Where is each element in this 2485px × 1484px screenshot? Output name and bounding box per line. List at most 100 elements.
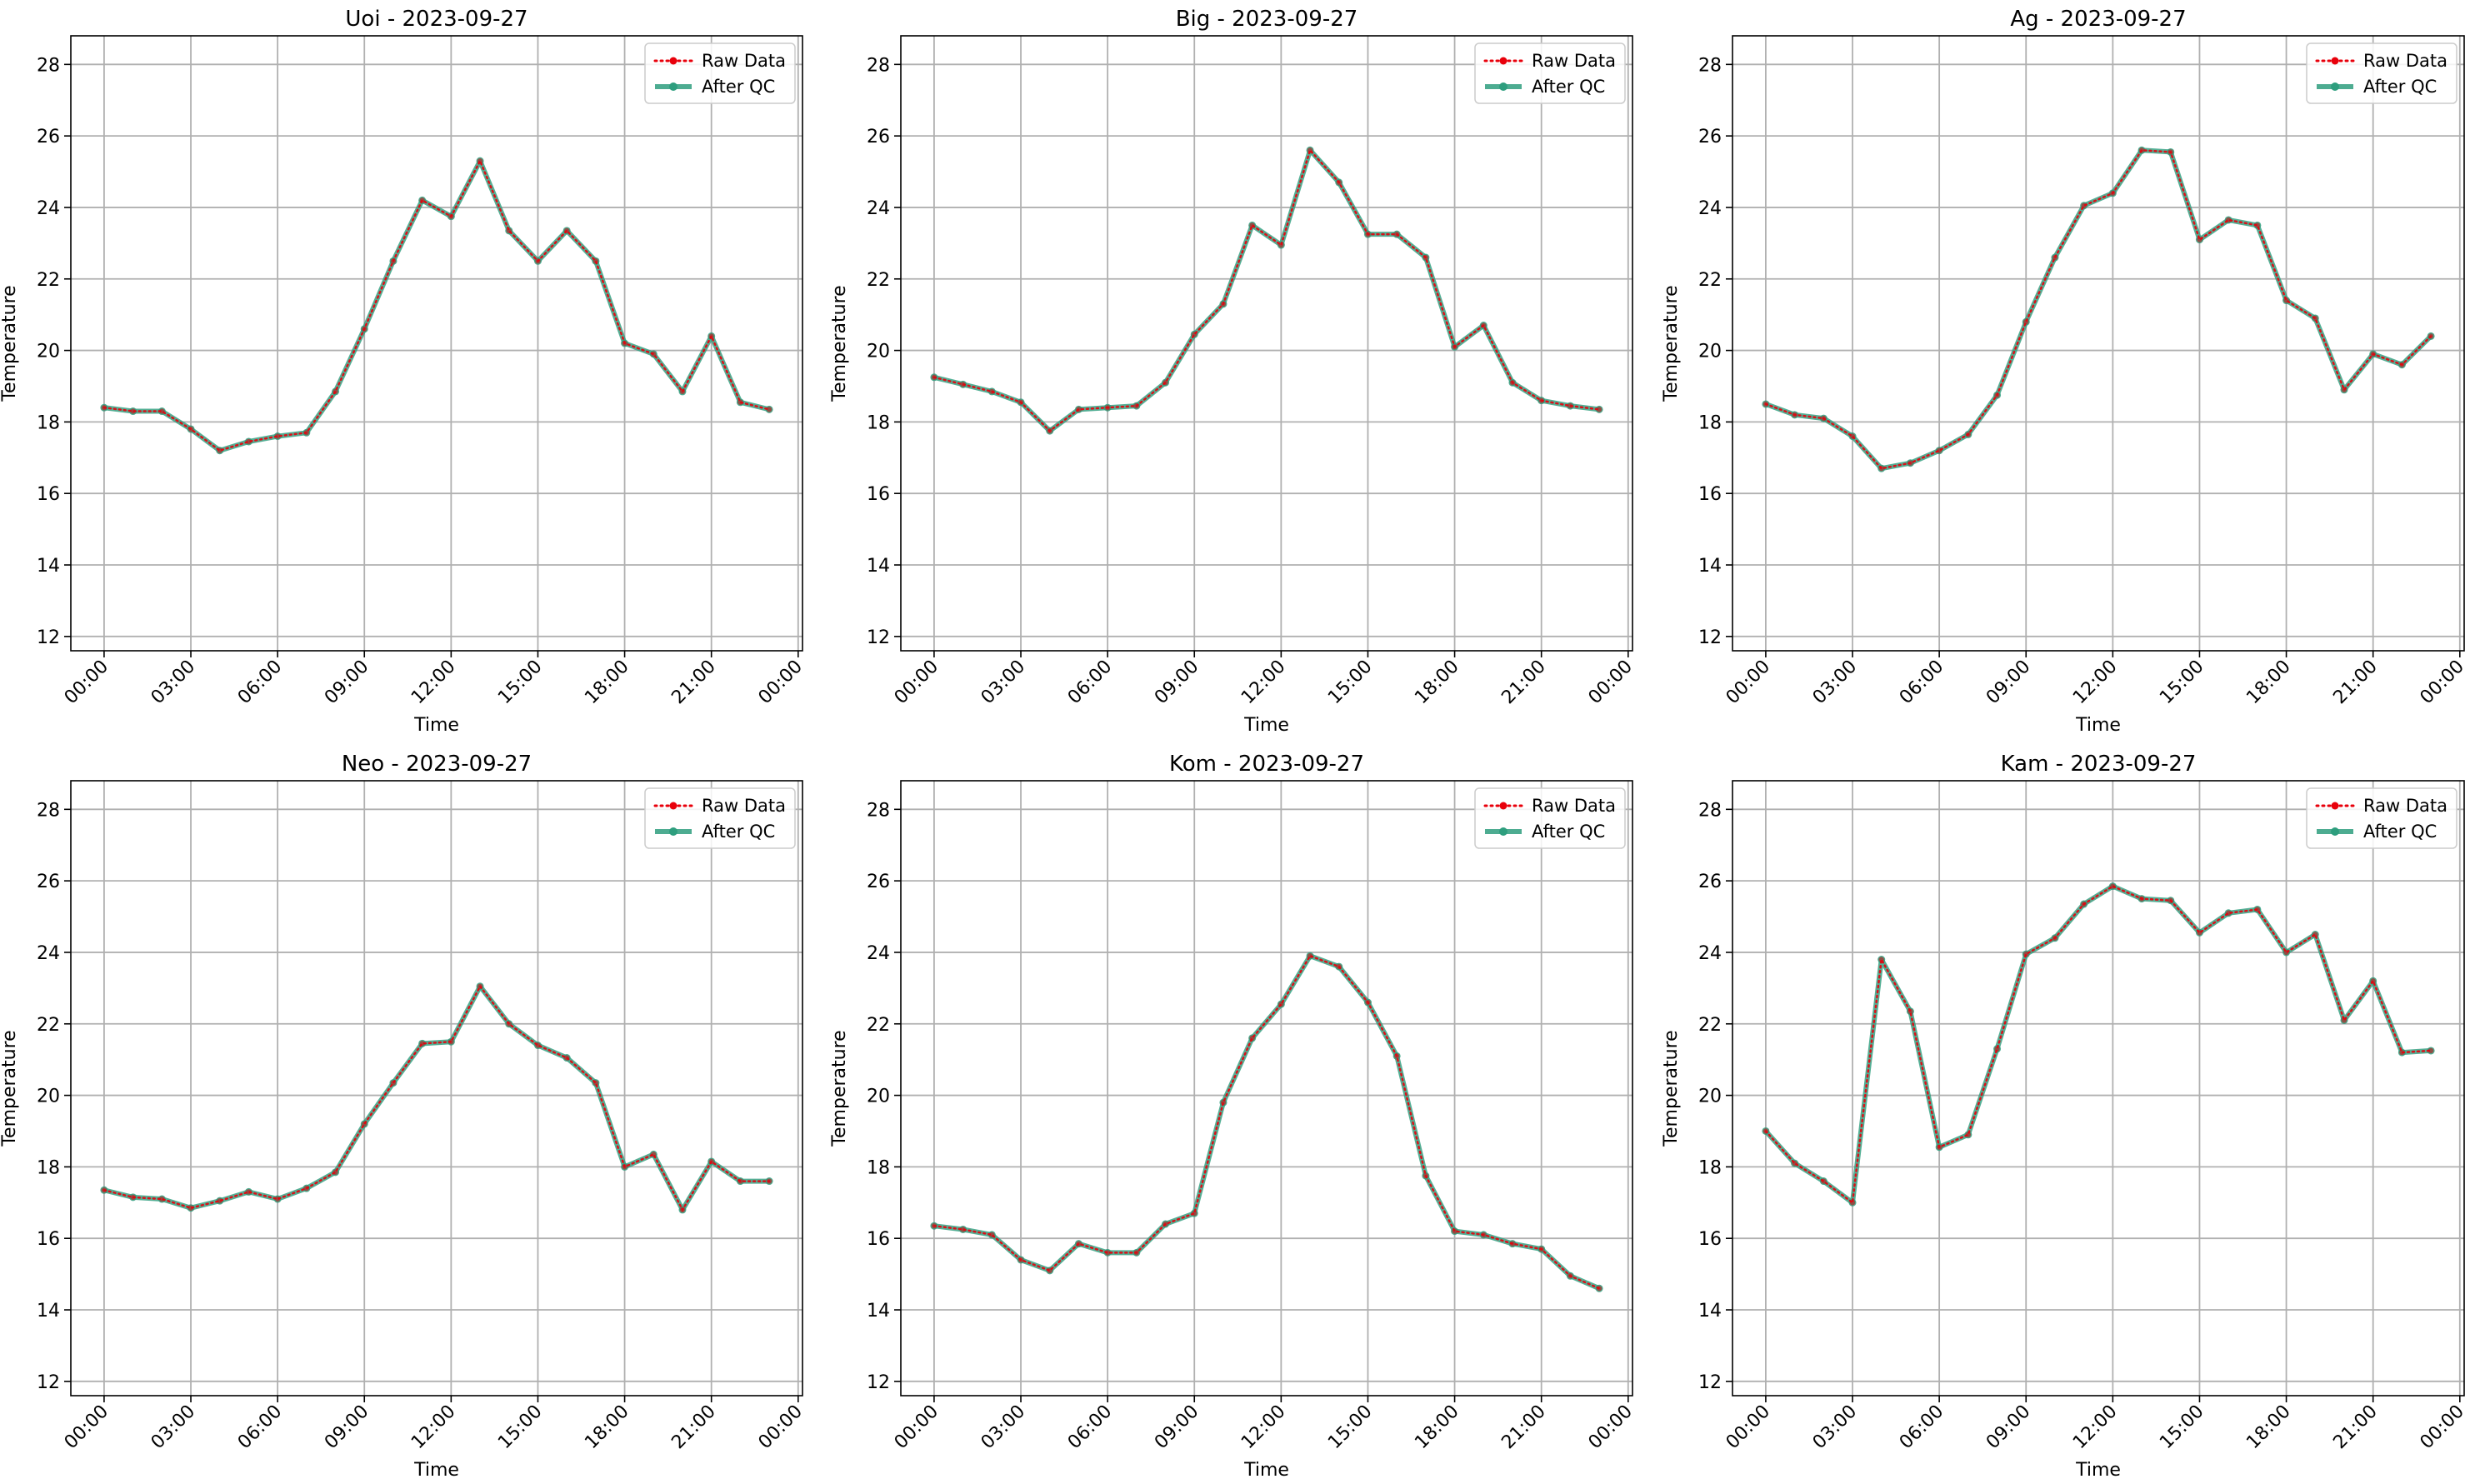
- legend-label-qc: After QC: [2363, 822, 2437, 842]
- series-line-raw: [1764, 149, 2432, 470]
- y-tick-label: 18: [37, 412, 60, 433]
- data-point-raw: [1821, 1178, 1827, 1184]
- data-point-raw: [1538, 1246, 1544, 1252]
- data-point-raw: [2052, 935, 2058, 941]
- x-tick-label: 03:00: [978, 1402, 1030, 1454]
- y-tick-label: 24: [1698, 198, 1722, 219]
- data-point-raw: [390, 258, 397, 264]
- data-point-raw: [1249, 222, 1255, 228]
- series-line-raw: [932, 147, 1601, 432]
- y-tick-label: 14: [867, 556, 890, 577]
- data-point-raw: [1538, 397, 1544, 403]
- data-point-raw: [362, 326, 368, 332]
- x-tick-label: 00:00: [1585, 1402, 1638, 1454]
- data-point-raw: [931, 374, 938, 380]
- data-point-raw: [303, 430, 310, 436]
- data-point-raw: [931, 1222, 938, 1229]
- legend: Raw Data After QC: [2306, 787, 2458, 849]
- axes-frame: [70, 780, 803, 1397]
- x-axis-label: Time: [1243, 1460, 1289, 1481]
- y-tick-label: 14: [1698, 1301, 1722, 1322]
- legend-label-raw: Raw Data: [1532, 51, 1616, 71]
- data-point-raw: [1965, 1132, 1972, 1137]
- x-tick-label: 06:00: [1064, 1402, 1117, 1454]
- x-tick-label: 00:00: [1722, 657, 1775, 709]
- legend-marker-qc: [2331, 827, 2339, 836]
- series-line-after-qc: [1762, 883, 2434, 1206]
- data-point-raw: [1965, 432, 1972, 437]
- y-axis-label: Temperature: [1661, 1030, 1682, 1147]
- y-tick-label: 24: [867, 198, 890, 219]
- legend-marker-qc: [2331, 82, 2339, 91]
- x-tick-label: 09:00: [1151, 1402, 1203, 1454]
- legend: Raw Data After QC: [1474, 787, 1626, 849]
- y-tick-label: 14: [37, 556, 60, 577]
- data-point-raw: [592, 258, 599, 264]
- y-tick-label: 18: [867, 412, 890, 433]
- y-tick-label: 12: [1698, 627, 1722, 648]
- data-point-raw: [130, 408, 136, 414]
- data-point-raw: [1393, 1053, 1400, 1059]
- x-tick-label: 00:00: [2417, 657, 2469, 709]
- subplot: 12 14 16 18 20 22 24 26 28 00:00 03:00 06:00 09:00 12…: [1661, 752, 2468, 1481]
- data-point-raw: [1422, 254, 1429, 261]
- data-point-raw: [448, 1039, 454, 1045]
- data-point-raw: [2110, 190, 2116, 196]
- y-tick-label: 28: [1698, 800, 1722, 821]
- series-line-raw: [102, 158, 771, 452]
- data-point-raw: [2399, 362, 2405, 367]
- data-point-raw: [1076, 407, 1082, 412]
- series-line-raw: [102, 984, 771, 1212]
- data-point-raw: [246, 438, 252, 445]
- y-axis-label: Temperature: [829, 285, 850, 402]
- y-tick-label: 14: [867, 1301, 890, 1322]
- data-point-raw: [477, 157, 483, 164]
- legend-label-raw: Raw Data: [2363, 796, 2448, 816]
- data-point-raw: [1762, 1128, 1769, 1134]
- y-tick-label: 22: [1698, 1015, 1722, 1036]
- data-point-raw: [1192, 1210, 1198, 1217]
- data-point-raw: [708, 333, 714, 339]
- x-tick-label: 09:00: [1982, 1402, 2035, 1454]
- x-tick-label: 00:00: [61, 1402, 113, 1454]
- x-tick-label: 12:00: [408, 1402, 460, 1454]
- data-point-raw: [989, 1232, 995, 1238]
- y-tick-label: 22: [37, 1015, 60, 1036]
- data-point-raw: [1365, 999, 1371, 1006]
- data-point-raw: [2052, 254, 2058, 261]
- x-tick-label: 00:00: [891, 1402, 943, 1454]
- subplot-title: Neo - 2023-09-27: [342, 752, 532, 777]
- data-point-raw: [708, 1158, 714, 1165]
- data-point-raw: [2428, 333, 2434, 339]
- y-tick-label: 22: [867, 1015, 890, 1036]
- x-axis-label: Time: [2075, 715, 2121, 736]
- x-tick-label: 03:00: [148, 657, 200, 709]
- legend-marker-raw: [669, 802, 678, 810]
- subplot: 12 14 16 18 20 22 24 26 28 00:00 03:00 06:00 09:00 12…: [0, 7, 807, 736]
- data-point-raw: [1878, 465, 1884, 472]
- y-tick-label: 20: [37, 342, 60, 362]
- data-point-raw: [188, 426, 194, 432]
- x-tick-label: 15:00: [2156, 1402, 2208, 1454]
- data-point-raw: [2428, 1047, 2434, 1054]
- x-tick-label: 09:00: [1982, 657, 2035, 709]
- x-tick-label: 15:00: [1324, 1402, 1377, 1454]
- data-point-raw: [1192, 332, 1198, 337]
- series-line-after-qc: [101, 983, 772, 1212]
- legend-label-qc: After QC: [1532, 822, 1605, 842]
- data-point-raw: [2023, 319, 2029, 325]
- series-line-raw: [1764, 885, 2432, 1205]
- data-point-raw: [101, 405, 108, 411]
- y-tick-label: 26: [1698, 872, 1722, 892]
- axes-frame: [900, 35, 1633, 652]
- series-line-raw: [932, 954, 1601, 1290]
- data-point-raw: [738, 1178, 743, 1184]
- y-tick-label: 24: [37, 943, 60, 964]
- data-point-raw: [1568, 1273, 1573, 1279]
- data-point-raw: [159, 408, 165, 414]
- y-tick-label: 18: [1698, 1157, 1722, 1178]
- data-point-raw: [738, 399, 743, 405]
- x-tick-label: 00:00: [1722, 1402, 1775, 1454]
- x-tick-label: 18:00: [2242, 657, 2295, 709]
- data-point-raw: [130, 1194, 136, 1201]
